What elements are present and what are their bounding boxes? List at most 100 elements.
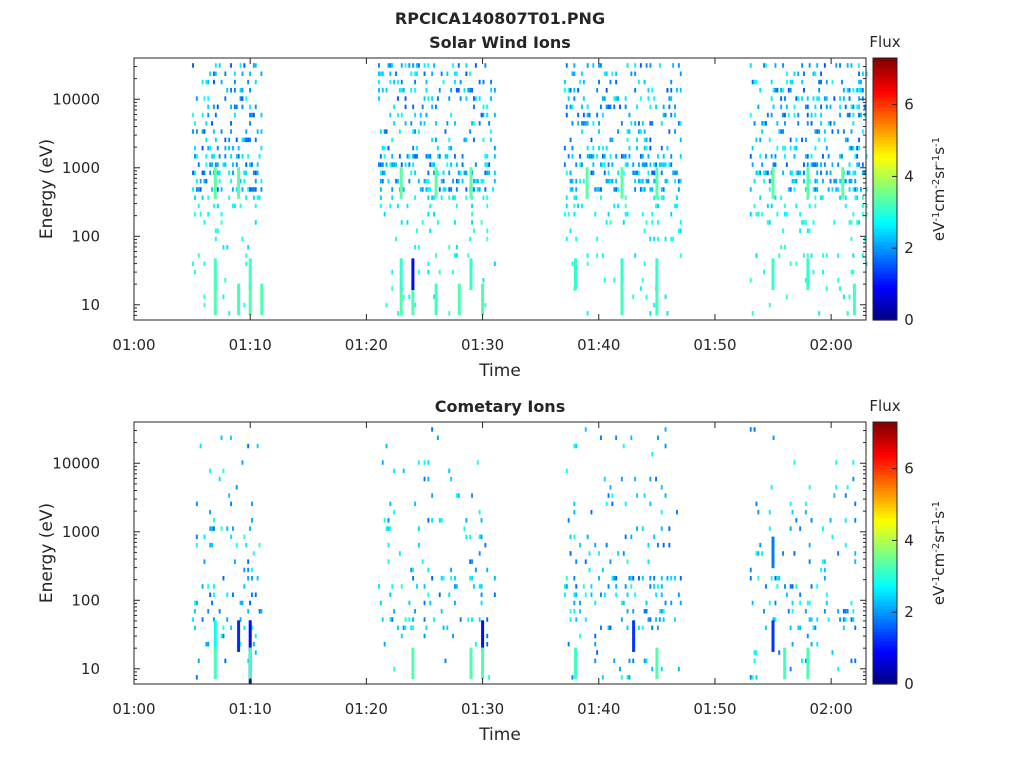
flux-cell bbox=[427, 96, 430, 101]
flux-cell bbox=[749, 63, 752, 68]
flux-cell bbox=[827, 187, 830, 192]
flux-cell bbox=[825, 592, 828, 597]
flux-cell bbox=[192, 129, 194, 134]
flux-cell bbox=[400, 79, 403, 85]
flux-cell bbox=[213, 584, 215, 589]
flux-cell bbox=[804, 154, 807, 159]
flux-cell bbox=[865, 203, 868, 209]
flux-cell bbox=[634, 187, 637, 192]
flux-cell bbox=[651, 452, 654, 457]
flux-cell bbox=[213, 203, 215, 209]
flux-cell bbox=[379, 162, 382, 167]
flux-cell bbox=[423, 584, 426, 589]
colorbar-tick-label: 6 bbox=[904, 460, 914, 478]
flux-cell bbox=[579, 633, 581, 639]
flux-cell bbox=[440, 609, 443, 614]
flux-cell bbox=[643, 228, 646, 233]
colorbar-segment bbox=[873, 523, 897, 528]
flux-cell bbox=[649, 236, 652, 242]
flux-cell bbox=[768, 526, 771, 531]
flux-cell bbox=[575, 195, 578, 200]
flux-cell bbox=[624, 104, 627, 110]
flux-cell bbox=[833, 220, 836, 225]
colorbar-segment bbox=[873, 208, 897, 213]
flux-cell bbox=[395, 162, 397, 167]
flux-cell bbox=[216, 170, 219, 176]
colorbar-segment bbox=[873, 566, 897, 570]
colorbar-segment bbox=[873, 435, 897, 439]
colorbar-segment bbox=[873, 169, 897, 174]
flux-cell bbox=[841, 79, 843, 85]
flux-cell bbox=[480, 600, 483, 606]
flux-cell bbox=[416, 145, 418, 151]
flux-cell bbox=[600, 195, 602, 200]
flux-cell bbox=[823, 129, 826, 134]
flux-cell bbox=[657, 236, 659, 242]
y-tick-label: 100 bbox=[71, 591, 100, 609]
flux-feature bbox=[248, 620, 252, 652]
flux-cell bbox=[387, 518, 390, 523]
flux-cell bbox=[455, 253, 458, 258]
flux-cell bbox=[660, 187, 663, 192]
flux-cell bbox=[438, 88, 441, 93]
colorbar-segment bbox=[873, 536, 897, 541]
flux-cell bbox=[638, 576, 640, 581]
flux-cell bbox=[858, 220, 860, 225]
flux-cell bbox=[594, 642, 597, 647]
flux-cell bbox=[446, 71, 449, 76]
flux-cell bbox=[565, 195, 568, 200]
flux-cell bbox=[201, 170, 204, 176]
flux-cell bbox=[450, 187, 453, 192]
colorbar-segment bbox=[873, 638, 897, 643]
flux-cell bbox=[666, 576, 669, 581]
flux-cell bbox=[209, 592, 212, 597]
flux-cell bbox=[260, 609, 263, 614]
flux-cell bbox=[588, 551, 591, 556]
flux-cell bbox=[787, 187, 790, 192]
flux-cell bbox=[861, 129, 864, 134]
flux-cell bbox=[816, 178, 819, 184]
flux-cell bbox=[203, 96, 206, 101]
flux-feature bbox=[771, 258, 775, 290]
flux-cell bbox=[820, 170, 822, 176]
colorbar-segment bbox=[873, 198, 897, 203]
flux-cell bbox=[848, 96, 851, 101]
colorbar-segment bbox=[873, 651, 897, 656]
colorbar-segment bbox=[873, 274, 897, 279]
flux-cell bbox=[471, 212, 473, 217]
flux-cell bbox=[655, 203, 657, 209]
flux-cell bbox=[619, 104, 621, 110]
flux-cell bbox=[486, 162, 489, 167]
colorbar-segment bbox=[873, 494, 897, 498]
flux-cell bbox=[820, 79, 822, 85]
flux-cell bbox=[402, 625, 405, 630]
flux-cell bbox=[425, 178, 428, 184]
colorbar-segment bbox=[873, 71, 897, 75]
flux-cell bbox=[615, 178, 618, 184]
flux-cell bbox=[256, 576, 259, 581]
colorbar-segment bbox=[873, 238, 897, 243]
flux-cell bbox=[638, 121, 640, 126]
flux-cell bbox=[820, 162, 822, 167]
flux-cell bbox=[431, 195, 434, 200]
flux-cell bbox=[657, 435, 659, 440]
flux-cell bbox=[812, 162, 815, 167]
flux-cell bbox=[649, 137, 652, 143]
flux-cell bbox=[228, 311, 231, 316]
flux-cell bbox=[435, 137, 437, 143]
flux-cell bbox=[245, 170, 248, 176]
flux-cell bbox=[454, 253, 456, 258]
flux-cell bbox=[383, 154, 386, 159]
colorbar-segment bbox=[873, 634, 897, 639]
flux-cell bbox=[590, 509, 593, 515]
flux-cell bbox=[230, 154, 232, 159]
flux-cell bbox=[454, 79, 456, 85]
flux-cell bbox=[605, 104, 608, 110]
flux-cell bbox=[765, 154, 767, 159]
flux-cell bbox=[402, 468, 405, 474]
flux-cell bbox=[839, 178, 841, 184]
flux-cell bbox=[643, 609, 646, 614]
flux-cell bbox=[476, 187, 479, 192]
flux-cell bbox=[641, 526, 644, 531]
flux-feature bbox=[806, 647, 810, 680]
